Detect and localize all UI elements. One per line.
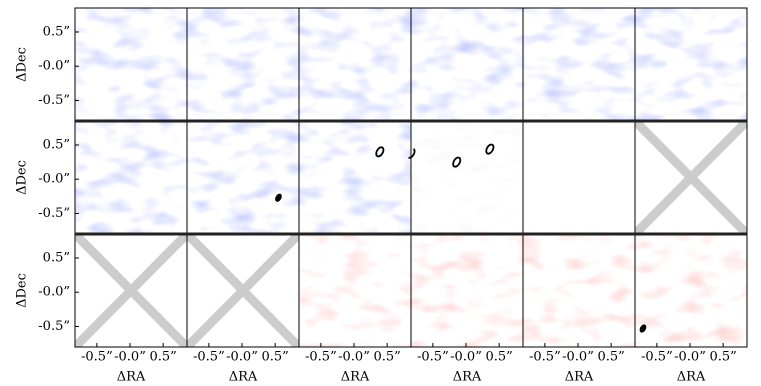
y-tick-label: -0.5”: [38, 93, 70, 108]
x-tick-label: 0.5”: [709, 350, 736, 365]
contour: [375, 146, 385, 158]
x-tick-label: -0.0”: [674, 350, 706, 365]
image-texture: [299, 121, 411, 234]
panel: [634, 120, 748, 235]
contour: [275, 193, 282, 202]
x-axis-label: ΔRA: [677, 370, 706, 385]
x-tick-label: -0.0”: [450, 350, 482, 365]
x-tick-label: -0.0”: [226, 350, 258, 365]
panel: [186, 7, 300, 122]
image-texture: [299, 234, 411, 347]
image-texture: [523, 234, 635, 347]
contour: [639, 324, 647, 333]
image-texture: [411, 121, 523, 234]
y-tick-label: 0.5”: [43, 137, 70, 152]
cross-line: [187, 234, 299, 347]
panel: [186, 233, 300, 348]
image-texture: [75, 121, 187, 234]
panel: [74, 7, 188, 122]
contour: [452, 156, 462, 168]
x-axis-label: ΔRA: [565, 370, 594, 385]
y-axis-label: ΔDec: [15, 273, 30, 308]
x-axis-label: ΔRA: [341, 370, 370, 385]
panel: [298, 120, 412, 235]
image-texture: [187, 8, 299, 121]
x-tick-label: -0.5”: [641, 350, 673, 365]
panel: [74, 233, 188, 348]
panel: [634, 7, 748, 122]
x-tick-label: -0.0”: [562, 350, 594, 365]
x-tick-label: 0.5”: [485, 350, 512, 365]
x-tick-label: -0.5”: [81, 350, 113, 365]
x-tick-label: -0.0”: [114, 350, 146, 365]
x-axis-label: ΔRA: [453, 370, 482, 385]
x-axis-label: ΔRA: [229, 370, 258, 385]
y-tick-label: -0.0”: [38, 285, 70, 300]
panel: [74, 120, 188, 235]
image-texture: [635, 234, 747, 347]
cross-line: [635, 121, 747, 234]
x-tick-label: -0.0”: [338, 350, 370, 365]
image-texture: [523, 8, 635, 121]
image-texture: [411, 234, 523, 347]
image-texture: [411, 8, 523, 121]
contour: [485, 143, 495, 155]
x-tick-label: -0.5”: [529, 350, 561, 365]
x-tick-label: -0.5”: [193, 350, 225, 365]
y-axis-label: ΔDec: [15, 160, 30, 195]
y-tick-label: -0.0”: [38, 172, 70, 187]
panel: [410, 7, 524, 122]
panel: [522, 7, 636, 122]
y-tick-label: 0.5”: [43, 250, 70, 265]
y-tick-label: -0.0”: [38, 59, 70, 74]
image-texture: [187, 121, 299, 234]
cross-line: [75, 234, 187, 347]
x-axis-label: ΔRA: [117, 370, 146, 385]
image-texture: [299, 8, 411, 121]
x-tick-label: 0.5”: [373, 350, 400, 365]
x-tick-label: -0.5”: [417, 350, 449, 365]
image-texture: [635, 8, 747, 121]
panel: [406, 120, 524, 235]
panel: [634, 233, 748, 348]
y-tick-label: 0.5”: [43, 24, 70, 39]
x-tick-label: 0.5”: [149, 350, 176, 365]
y-tick-label: -0.5”: [38, 206, 70, 221]
panel-bg: [523, 121, 635, 234]
y-axis-label: ΔDec: [15, 47, 30, 82]
image-texture: [75, 8, 187, 121]
x-tick-label: 0.5”: [597, 350, 624, 365]
panel: [298, 7, 412, 122]
x-tick-label: 0.5”: [261, 350, 288, 365]
panel: [522, 120, 636, 235]
x-tick-label: -0.5”: [305, 350, 337, 365]
panel: [522, 233, 636, 348]
panel: [410, 233, 524, 348]
panel: [186, 120, 300, 235]
panel: [298, 233, 412, 348]
y-tick-label: -0.5”: [38, 319, 70, 334]
